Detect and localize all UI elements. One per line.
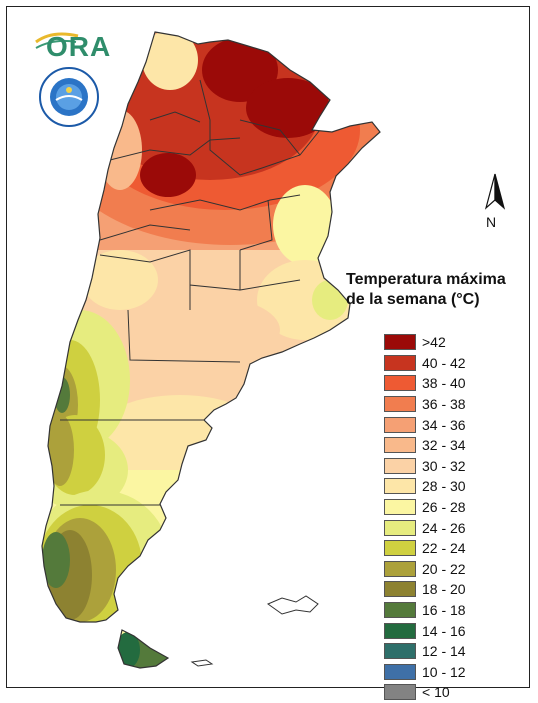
legend-label: 28 - 30 bbox=[422, 478, 466, 495]
legend-label: 30 - 32 bbox=[422, 457, 466, 474]
ora-logo: ORA bbox=[32, 28, 112, 64]
province-borders bbox=[60, 79, 321, 629]
legend-item: 38 - 40 bbox=[384, 373, 530, 394]
legend-swatch bbox=[384, 478, 416, 495]
legend-label: 22 - 24 bbox=[422, 540, 466, 557]
sun-arc-icon bbox=[35, 32, 79, 49]
legend-item: 14 - 16 bbox=[384, 620, 530, 641]
legend-label: 40 - 42 bbox=[422, 354, 466, 371]
legend-swatch bbox=[384, 354, 416, 371]
legend-label: 24 - 26 bbox=[422, 519, 466, 536]
legend-item: 16 - 18 bbox=[384, 600, 530, 621]
legend-item: < 10 bbox=[384, 682, 530, 703]
legend-swatch bbox=[384, 602, 416, 619]
legend-label: 34 - 36 bbox=[422, 416, 466, 433]
legend-swatch bbox=[384, 560, 416, 577]
legend-swatch bbox=[384, 499, 416, 516]
legend-label: 20 - 22 bbox=[422, 560, 466, 577]
legend-label: < 10 bbox=[422, 684, 450, 701]
smn-emblem-icon bbox=[39, 67, 99, 127]
legend-item: 28 - 30 bbox=[384, 476, 530, 497]
legend-swatch bbox=[384, 437, 416, 454]
ora-logo-text: ORA bbox=[46, 31, 112, 62]
legend-item: 18 - 20 bbox=[384, 579, 530, 600]
legend-item: 24 - 26 bbox=[384, 517, 530, 538]
legend-item: 12 - 14 bbox=[384, 641, 530, 662]
legend-label: 36 - 38 bbox=[422, 396, 466, 413]
legend-swatch bbox=[384, 540, 416, 557]
legend-swatch bbox=[384, 519, 416, 536]
legend-label: 12 - 14 bbox=[422, 643, 466, 660]
legend-item: 26 - 28 bbox=[384, 497, 530, 518]
legend-item: 10 - 12 bbox=[384, 662, 530, 683]
legend-swatch bbox=[384, 457, 416, 474]
legend-label: 16 - 18 bbox=[422, 602, 466, 619]
tierra-del-fuego-outline bbox=[117, 629, 170, 669]
legend-swatch bbox=[384, 622, 416, 639]
north-arrow-icon bbox=[484, 173, 506, 210]
north-label: N bbox=[486, 214, 497, 230]
legend-item: 32 - 34 bbox=[384, 435, 530, 456]
legend-item: 36 - 38 bbox=[384, 394, 530, 415]
legend-swatch bbox=[384, 643, 416, 660]
country-outline bbox=[41, 31, 381, 623]
legend-label: 14 - 16 bbox=[422, 622, 466, 639]
legend-title-line1: Temperatura máxima bbox=[346, 271, 506, 288]
legend-title-line2: de la semana (°C) bbox=[346, 291, 480, 308]
legend-swatch bbox=[384, 581, 416, 598]
legend-item: 30 - 32 bbox=[384, 456, 530, 477]
legend-rows: >42 40 - 42 38 - 40 36 - 38 34 - 36 32 - 34 30… bbox=[384, 332, 530, 703]
legend-label: 38 - 40 bbox=[422, 375, 466, 392]
legend-swatch bbox=[384, 375, 416, 392]
legend-swatch bbox=[384, 334, 416, 351]
legend-label: >42 bbox=[422, 334, 446, 351]
legend: Temperatura máxima de la semana (°C) >42… bbox=[340, 270, 530, 703]
legend-swatch bbox=[384, 396, 416, 413]
north-arrow: N bbox=[478, 170, 512, 234]
legend-label: 32 - 34 bbox=[422, 437, 466, 454]
legend-item: 22 - 24 bbox=[384, 538, 530, 559]
legend-label: 18 - 20 bbox=[422, 581, 466, 598]
legend-item: 40 - 42 bbox=[384, 353, 530, 374]
legend-item: >42 bbox=[384, 332, 530, 353]
legend-label: 26 - 28 bbox=[422, 499, 466, 516]
isla-estados bbox=[190, 659, 214, 667]
legend-swatch bbox=[384, 684, 416, 701]
legend-swatch bbox=[384, 416, 416, 433]
malvinas-islands bbox=[266, 595, 319, 615]
legend-item: 20 - 22 bbox=[384, 559, 530, 580]
legend-swatch bbox=[384, 663, 416, 680]
legend-label: 10 - 12 bbox=[422, 663, 466, 680]
legend-item: 34 - 36 bbox=[384, 414, 530, 435]
